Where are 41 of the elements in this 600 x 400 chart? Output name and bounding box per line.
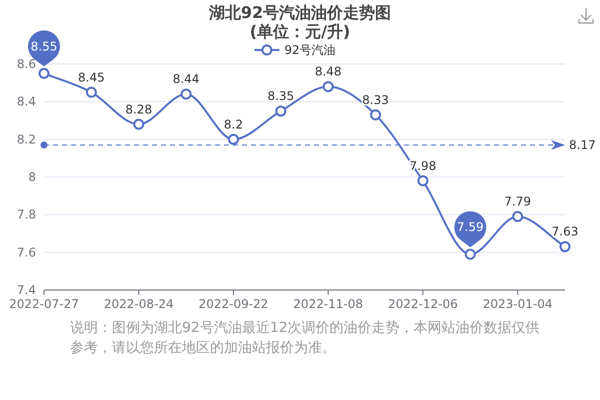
legend-label: 92号汽油 bbox=[284, 43, 336, 57]
text: 说明：图例为湖北92号汽油最近12次调价的油价走势，本网站油价数据仅供参考，请以您所在地区的加油站报价为准。 bbox=[70, 319, 540, 358]
y-tick-label: 7.4 bbox=[16, 283, 36, 297]
point bbox=[86, 86, 97, 98]
point bbox=[560, 241, 570, 252]
point bbox=[228, 134, 239, 145]
annotation: 8.55 bbox=[30, 39, 58, 54]
x-tick-label: 2022-11-08 bbox=[293, 297, 364, 311]
x-tick-label: 2022-08-24 bbox=[104, 297, 174, 311]
point bbox=[38, 68, 50, 79]
annotation: 7.59 bbox=[456, 220, 484, 234]
point bbox=[370, 109, 382, 120]
y-tick-label: 8 bbox=[28, 170, 36, 184]
x-tick-label: 2022-07-27 bbox=[9, 297, 79, 311]
chart-title: 湖北92号汽油油价走势图 bbox=[208, 3, 392, 22]
data-label: 8.48 bbox=[314, 64, 342, 79]
point bbox=[417, 175, 428, 186]
y-tick-label: 7.8 bbox=[16, 208, 36, 222]
data-label: 8.33 bbox=[362, 92, 389, 107]
x-tick-label: 2023-01-04 bbox=[482, 297, 553, 311]
y-tick-label: 8.4 bbox=[16, 94, 36, 109]
x-tick-label: 2022-09-22 bbox=[198, 297, 268, 311]
data-label: 7.79 bbox=[504, 194, 531, 209]
point bbox=[322, 81, 334, 92]
data-label: 8.45 bbox=[78, 70, 105, 84]
point bbox=[133, 118, 144, 130]
point bbox=[464, 248, 476, 260]
data-label: 8.35 bbox=[267, 89, 294, 104]
data-label: 8.28 bbox=[125, 102, 152, 116]
chart-subtitle: (单位：元/升) bbox=[250, 22, 350, 41]
ref-line-label: 8.17 bbox=[569, 138, 596, 152]
y-tick-label: 8.2 bbox=[16, 132, 36, 146]
data-label: 7.63 bbox=[552, 224, 578, 239]
y-tick-label: 8.6 bbox=[16, 57, 36, 71]
y-tick-label: 7.6 bbox=[16, 245, 36, 260]
data-label: 8.44 bbox=[172, 72, 200, 86]
data-label: 8.2 bbox=[224, 117, 243, 132]
point bbox=[180, 88, 192, 100]
x-tick-label: 2022-12-06 bbox=[388, 297, 458, 311]
point bbox=[275, 106, 286, 117]
point bbox=[512, 211, 524, 222]
